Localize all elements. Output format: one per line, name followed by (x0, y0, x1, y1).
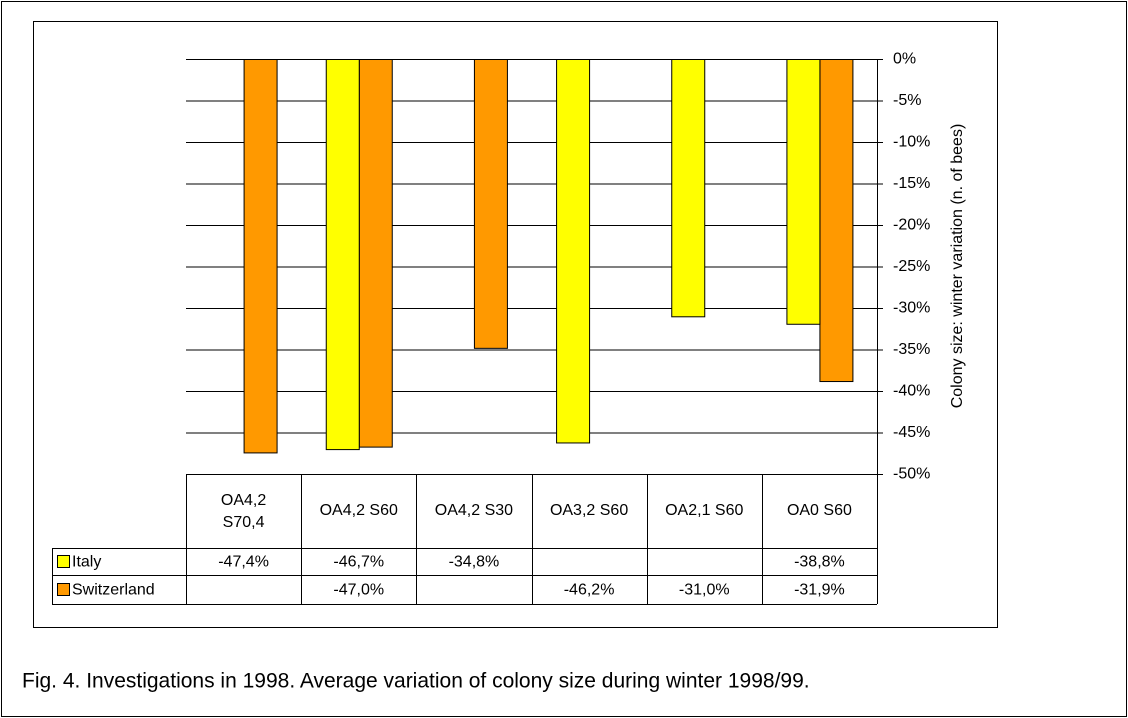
bar (671, 59, 706, 318)
data-label: -47,0% (333, 582, 384, 599)
bar (473, 59, 508, 349)
y-tick-label: -40% (893, 383, 930, 400)
bar (243, 59, 278, 454)
caption: Fig. 4. Investigations in 1998. Average … (22, 670, 810, 693)
x-tick-label: OA3,2 S60 (550, 502, 628, 519)
x-tick-label: OA4,2 S70,4 (221, 492, 266, 531)
x-tick-label-line: OA4,2 (221, 492, 266, 509)
x-tick-label: OA0 S60 (787, 502, 852, 519)
legend-key (57, 555, 70, 568)
x-tick-label: OA2,1 S60 (665, 502, 743, 519)
y-tick-label: 0% (893, 51, 916, 68)
bar (786, 59, 821, 325)
data-label: -34,8% (449, 554, 500, 571)
legend-key (57, 583, 70, 596)
y-tick-label: -30% (893, 300, 930, 317)
y-tick-label: -20% (893, 217, 930, 234)
data-label: -31,0% (679, 582, 730, 599)
y-tick-label: -45% (893, 424, 930, 441)
legend-label: Italy (72, 554, 101, 571)
data-label: -46,2% (564, 582, 615, 599)
x-tick-label-line: S70,4 (223, 514, 265, 531)
bar (358, 59, 393, 448)
y-tick-label: -15% (893, 175, 930, 192)
y-tick-label: -35% (893, 341, 930, 358)
chart-frame (33, 21, 998, 628)
data-label: -46,7% (333, 554, 384, 571)
y-tick-label: -50% (893, 466, 930, 483)
bar (325, 59, 360, 451)
x-tick-label: OA4,2 S30 (435, 502, 513, 519)
bar (556, 59, 591, 444)
data-label: -47,4% (218, 554, 269, 571)
x-tick-label: OA4,2 S60 (320, 502, 398, 519)
y-tick-label: -25% (893, 258, 930, 275)
data-label: -38,8% (794, 554, 845, 571)
legend-label: Switzerland (72, 582, 155, 599)
data-label: -31,9% (794, 582, 845, 599)
y-tick-label: -10% (893, 134, 930, 151)
y-axis-label: Colony size: winter variation (n. of bee… (949, 124, 966, 409)
bar (819, 59, 854, 383)
y-tick-label: -5% (893, 92, 921, 109)
